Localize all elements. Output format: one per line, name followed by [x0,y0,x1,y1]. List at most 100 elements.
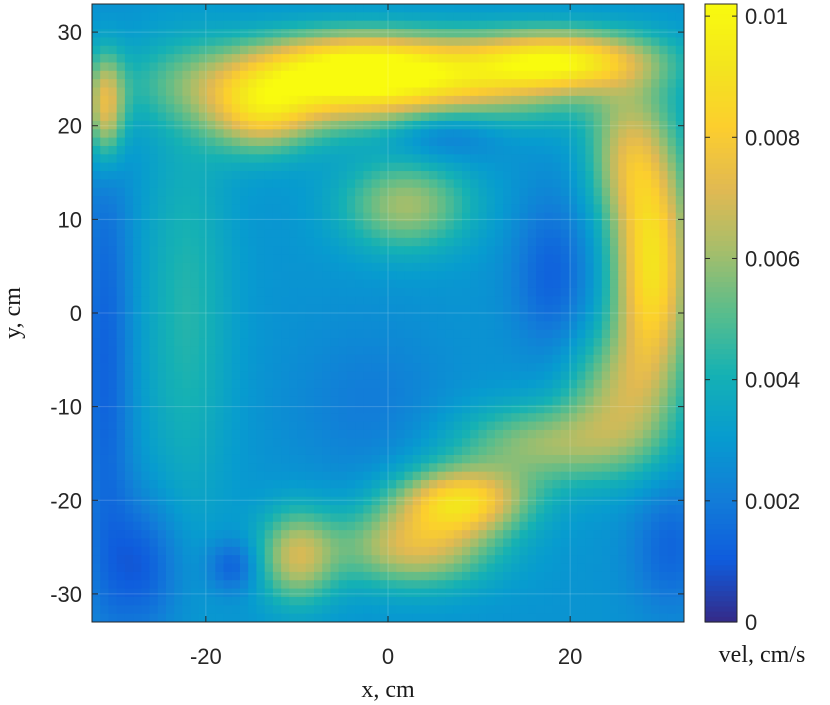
heatmap-cell [519,571,529,581]
heatmap-cell [420,313,430,322]
heatmap-cell [157,162,167,172]
heatmap-cell [404,79,414,89]
heatmap-cell [675,329,684,339]
heatmap-cell [420,137,430,147]
heatmap-cell [610,229,619,239]
heatmap-cell [166,413,175,423]
heatmap-cell [675,70,684,80]
heatmap-cell [618,145,628,155]
heatmap-cell [667,379,677,389]
heatmap-cell [494,237,504,247]
heatmap-cell [289,396,299,406]
heatmap-cell [305,538,315,548]
heatmap-cell [100,371,110,381]
heatmap-cell [240,187,249,197]
heatmap-cell [330,388,340,398]
heatmap-cell [141,104,151,114]
heatmap-cell [577,112,586,122]
heatmap-cell [593,546,603,556]
heatmap-cell [297,354,307,364]
heatmap-cell [610,254,619,264]
heatmap-cell [157,279,167,289]
heatmap-cell [100,54,110,64]
heatmap-cell [503,521,512,531]
heatmap-cell [116,120,126,130]
heatmap-cell [396,488,406,498]
heatmap-cell [141,538,151,548]
heatmap-cell [92,421,101,431]
heatmap-cell [634,129,644,139]
heatmap-cell [601,54,611,64]
heatmap-cell [404,338,414,347]
heatmap-cell [124,221,134,231]
heatmap-cell [585,95,595,105]
heatmap-cell [371,446,381,456]
heatmap-cell [437,538,447,548]
heatmap-cell [519,396,529,406]
heatmap-cell [133,187,142,197]
heatmap-cell [124,555,134,565]
heatmap-cell [618,204,628,214]
heatmap-cell [577,505,586,515]
heatmap-cell [437,371,447,381]
heatmap-cell [215,346,225,356]
heatmap-cell [133,379,142,389]
heatmap-cell [190,79,200,89]
heatmap-cell [240,580,249,590]
heatmap-cell [157,454,167,464]
heatmap-cell [190,62,200,72]
heatmap-cell [330,20,340,30]
heatmap-cell [174,429,184,439]
heatmap-cell [503,154,512,164]
heatmap-cell [437,379,447,389]
heatmap-cell [634,196,644,206]
heatmap-cell [519,229,529,239]
heatmap-cell [166,54,175,64]
heatmap-cell [585,145,595,155]
heatmap-cell [330,279,340,289]
heatmap-cell [371,546,381,556]
heatmap-cell [610,154,619,164]
heatmap-cell [593,363,603,373]
heatmap-cell [675,62,684,72]
heatmap-cell [577,212,586,222]
heatmap-cell [404,87,414,97]
heatmap-cell [511,45,521,55]
heatmap-cell [108,313,118,322]
heatmap-cell [552,162,562,172]
heatmap-cell [248,204,258,214]
heatmap-cell [437,112,447,122]
heatmap-cell [346,154,356,164]
heatmap-cell [297,379,307,389]
heatmap-cell [182,45,192,55]
heatmap-cell [330,120,340,130]
heatmap-cell [256,129,266,139]
heatmap-cell [585,112,595,122]
heatmap-cell [330,304,340,314]
heatmap-cell [240,496,249,506]
heatmap-cell [429,262,438,272]
heatmap-cell [642,29,652,38]
heatmap-cell [182,371,192,381]
heatmap-cell [626,279,636,289]
heatmap-cell [133,87,142,97]
heatmap-cell [585,162,595,172]
heatmap-cell [593,254,603,264]
heatmap-cell [174,171,184,180]
heatmap-cell [363,37,373,47]
heatmap-cell [198,196,208,206]
heatmap-cell [560,321,570,331]
heatmap-cell [100,538,110,548]
heatmap-cell [675,229,684,239]
heatmap-cell [396,321,406,331]
heatmap-cell [166,346,175,356]
heatmap-cell [346,70,356,80]
heatmap-cell [371,363,381,373]
heatmap-cell [494,555,504,565]
heatmap-cell [519,321,529,331]
heatmap-cell [363,429,373,439]
heatmap-cell [240,296,249,306]
heatmap-cell [585,196,595,206]
heatmap-cell [108,162,118,172]
heatmap-cell [240,279,249,289]
